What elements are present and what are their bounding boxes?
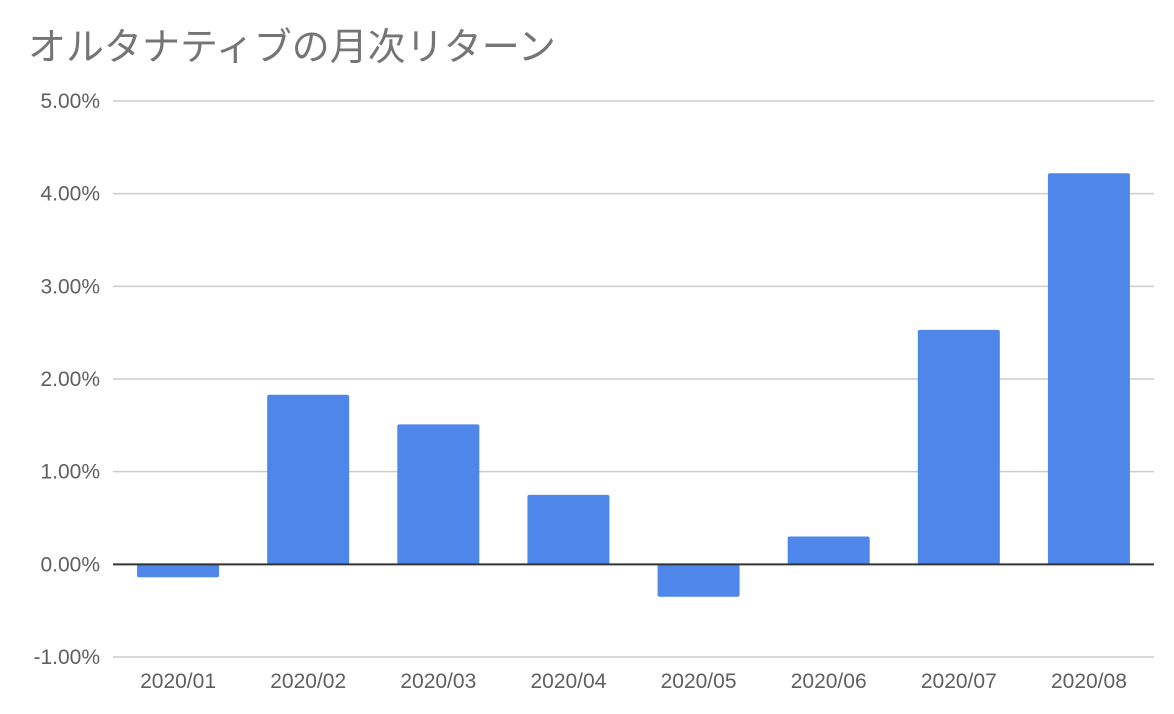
y-tick-label: 0.00% — [40, 553, 100, 576]
bar-2020-07 — [917, 329, 1000, 565]
x-tick-label: 2020/05 — [661, 670, 737, 693]
y-tick-label: 2.00% — [40, 368, 100, 391]
bar-2020-05 — [657, 564, 740, 597]
y-tick-label: -1.00% — [33, 646, 100, 669]
x-tick-label: 2020/06 — [791, 670, 867, 693]
bar-2020-04 — [527, 494, 610, 565]
y-tick-label: 3.00% — [40, 275, 100, 298]
bar-2020-01 — [137, 564, 220, 578]
x-tick-label: 2020/02 — [270, 670, 346, 693]
bar-2020-08 — [1047, 173, 1130, 565]
bar-2020-03 — [397, 424, 480, 565]
bar-2020-02 — [267, 394, 350, 565]
x-tick-label: 2020/03 — [400, 670, 476, 693]
x-tick-label: 2020/04 — [530, 670, 606, 693]
bar-2020-06 — [787, 536, 870, 565]
x-tick-label: 2020/07 — [921, 670, 997, 693]
chart-title: オルタナティブの月次リターン — [28, 25, 556, 69]
y-tick-label: 1.00% — [40, 461, 100, 484]
x-tick-label: 2020/08 — [1051, 670, 1127, 693]
y-tick-label: 4.00% — [40, 183, 100, 206]
x-tick-label: 2020/01 — [140, 670, 216, 693]
y-tick-label: 5.00% — [40, 90, 100, 113]
